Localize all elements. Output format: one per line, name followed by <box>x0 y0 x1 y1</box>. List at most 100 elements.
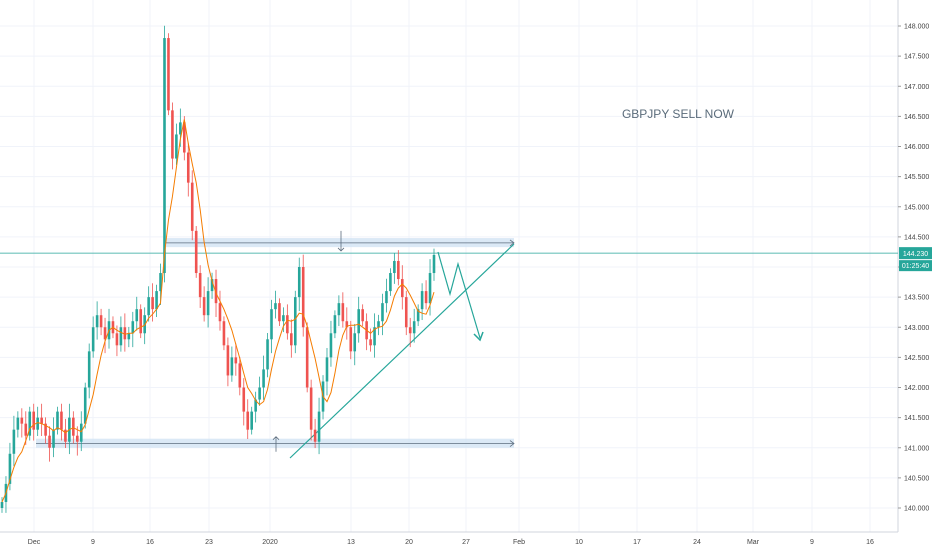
candle-body <box>282 315 285 322</box>
candle-body <box>341 303 345 322</box>
candle-body <box>290 333 293 346</box>
candle-body <box>266 339 269 370</box>
candle-body <box>56 411 59 430</box>
candle-body <box>385 291 388 304</box>
y-tick-label: 144.500 <box>904 234 929 241</box>
x-tick-label: 10 <box>575 539 583 546</box>
up-arrow-marker <box>272 436 280 452</box>
candle-body <box>167 38 170 111</box>
candle-body <box>337 303 341 316</box>
candle-body <box>20 417 24 424</box>
x-tick-label: Mar <box>747 539 760 546</box>
x-tick-label: 13 <box>347 539 355 546</box>
y-tick-label: 141.000 <box>904 445 929 452</box>
down-arrow-marker <box>337 230 345 252</box>
y-tick-label: 147.000 <box>904 84 929 91</box>
candle-body <box>424 291 428 304</box>
candle-body <box>123 327 127 340</box>
candle-body <box>171 110 174 159</box>
candle-body <box>16 417 20 430</box>
candle-body <box>373 327 376 346</box>
candle-body <box>60 411 63 430</box>
candle-body <box>79 423 83 442</box>
y-tick-label: 143.500 <box>904 295 929 302</box>
candle-body <box>258 387 261 400</box>
x-tick-label: Dec <box>28 539 41 546</box>
candle-body <box>218 303 222 322</box>
x-tick-label: 16 <box>866 539 874 546</box>
candle-body <box>250 411 253 430</box>
price-badge <box>899 247 932 260</box>
candle-body <box>246 411 250 430</box>
candle-body <box>32 411 36 430</box>
candle-body <box>397 260 400 280</box>
y-tick-label: 145.500 <box>904 174 929 181</box>
candle-body <box>103 327 107 340</box>
candle-body <box>381 303 384 322</box>
price-badge-label: 144.230 <box>903 251 928 258</box>
candle-body <box>155 291 158 310</box>
candle-body <box>293 297 297 346</box>
candle-body <box>202 297 206 316</box>
candle-body <box>76 435 79 442</box>
resistance-arrow-head <box>509 239 515 247</box>
candle-body <box>36 417 39 430</box>
candle-body <box>12 429 16 454</box>
candle-body <box>238 363 242 388</box>
projection-arrow-head <box>473 331 484 342</box>
candle-body <box>262 369 265 388</box>
x-tick-label: 16 <box>146 539 154 546</box>
candle-body <box>72 417 75 436</box>
candle-body <box>309 387 313 430</box>
candle-body <box>278 303 281 322</box>
candle-body <box>186 152 190 183</box>
x-tick-label: 20 <box>405 539 413 546</box>
candle-body <box>127 333 131 340</box>
candle-body <box>159 273 162 292</box>
y-tick-label: 145.000 <box>904 204 929 211</box>
candle-body <box>408 327 412 334</box>
candle-body <box>317 411 321 442</box>
support-arrow-head <box>509 440 515 447</box>
candle-body <box>24 423 28 436</box>
candle-body <box>64 429 67 442</box>
candle-body <box>44 423 47 436</box>
candle-body <box>286 315 289 334</box>
candle-body <box>99 315 103 328</box>
candle-body <box>230 357 234 376</box>
candle-body <box>83 387 87 424</box>
x-tick-label: 9 <box>91 539 95 546</box>
candle-body <box>48 435 51 448</box>
candle-body <box>179 122 182 135</box>
projection-path <box>437 251 481 339</box>
candle-body <box>404 297 408 328</box>
candle-body <box>357 309 360 334</box>
candle-body <box>52 429 55 448</box>
candle-body <box>40 417 43 424</box>
candle-body <box>8 453 12 484</box>
y-tick-label: 141.500 <box>904 415 929 422</box>
candle-body <box>206 291 210 316</box>
candle-body <box>214 279 218 304</box>
x-tick-label: 27 <box>462 539 470 546</box>
candle-body <box>389 273 392 292</box>
candle-body <box>151 297 154 310</box>
candle-body <box>349 327 353 352</box>
candle-body <box>175 134 178 159</box>
candle-body <box>305 327 309 388</box>
candle-body <box>428 273 432 304</box>
y-tick-label: 140.000 <box>904 506 929 513</box>
candle-body <box>242 387 246 412</box>
y-tick-label: 143.000 <box>904 325 929 332</box>
candle-body <box>432 254 436 274</box>
y-tick-label: 148.000 <box>904 24 929 31</box>
candle-body <box>254 399 257 412</box>
candle-body <box>91 327 95 352</box>
candle-body <box>139 309 143 334</box>
candle-body <box>95 315 99 328</box>
y-tick-label: 146.000 <box>904 144 929 151</box>
candle-body <box>131 321 135 334</box>
candle-body <box>393 260 396 274</box>
